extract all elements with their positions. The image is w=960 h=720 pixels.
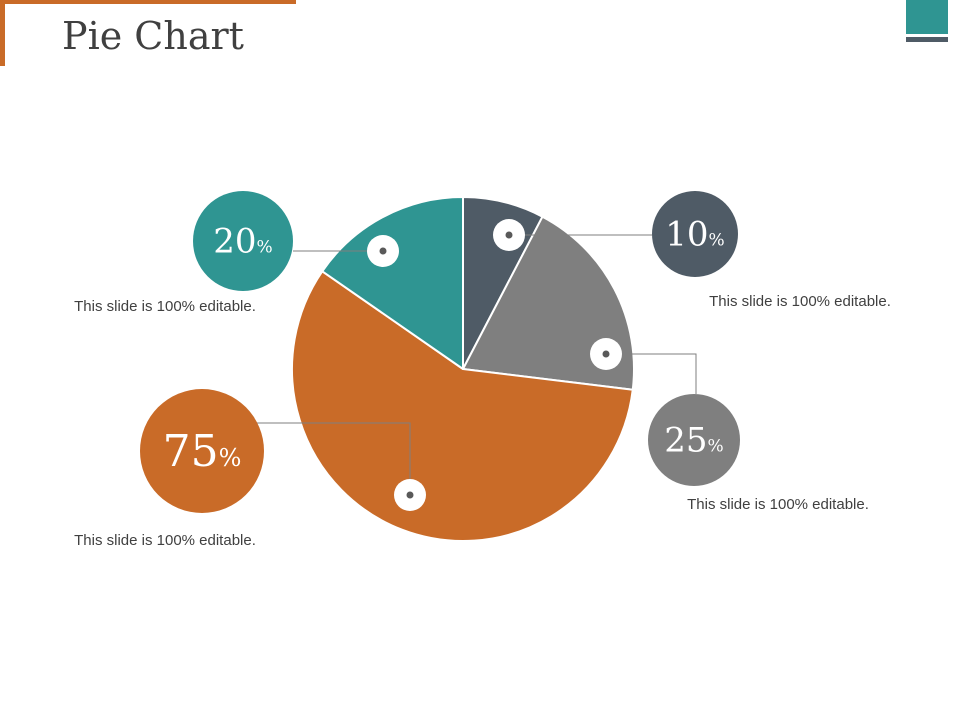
corner-decor-line bbox=[906, 37, 948, 42]
pie-slice-1 bbox=[462, 215, 635, 391]
pie-slices bbox=[291, 196, 635, 542]
value-unit-1: % bbox=[708, 437, 724, 457]
value-unit-0: % bbox=[709, 231, 725, 251]
value-unit-3: % bbox=[257, 238, 273, 258]
caption-2: This slide is 100% editable. bbox=[74, 532, 256, 549]
connector-line-1 bbox=[606, 353, 697, 394]
left-accent-bar bbox=[0, 0, 5, 66]
value-bubbles: 10%25%75%20% bbox=[140, 191, 740, 513]
caption-1: This slide is 100% editable. bbox=[687, 496, 869, 513]
pie-slice-3 bbox=[321, 196, 464, 370]
value-number-2: 75 bbox=[163, 426, 219, 477]
marker-dot-1 bbox=[602, 350, 610, 358]
value-number-1: 25 bbox=[664, 421, 707, 461]
value-label-3: 20% bbox=[213, 222, 272, 262]
value-label-2: 75% bbox=[163, 426, 242, 477]
value-bubble-0 bbox=[652, 191, 738, 277]
value-unit-2: % bbox=[219, 444, 242, 472]
top-accent-bar bbox=[0, 0, 296, 4]
pie-slice-2 bbox=[291, 270, 634, 542]
value-bubble-2 bbox=[140, 389, 264, 513]
caption-0: This slide is 100% editable. bbox=[709, 293, 891, 310]
page-title: Pie Chart bbox=[62, 14, 244, 58]
value-label-1: 25% bbox=[664, 421, 723, 461]
value-bubble-3 bbox=[193, 191, 293, 291]
slice-captions: This slide is 100% editable. This slide i… bbox=[74, 293, 891, 549]
marker-dot-3 bbox=[379, 247, 387, 255]
value-number-3: 20 bbox=[213, 222, 256, 262]
corner-decor-block bbox=[906, 0, 948, 34]
value-label-0: 10% bbox=[665, 215, 724, 255]
value-number-0: 10 bbox=[665, 215, 708, 255]
marker-dot-2 bbox=[406, 491, 414, 499]
slice-markers bbox=[367, 219, 622, 511]
caption-3: This slide is 100% editable. bbox=[74, 298, 256, 315]
marker-dot-0 bbox=[505, 231, 513, 239]
connector-line-2 bbox=[256, 422, 411, 495]
value-bubble-1 bbox=[648, 394, 740, 486]
